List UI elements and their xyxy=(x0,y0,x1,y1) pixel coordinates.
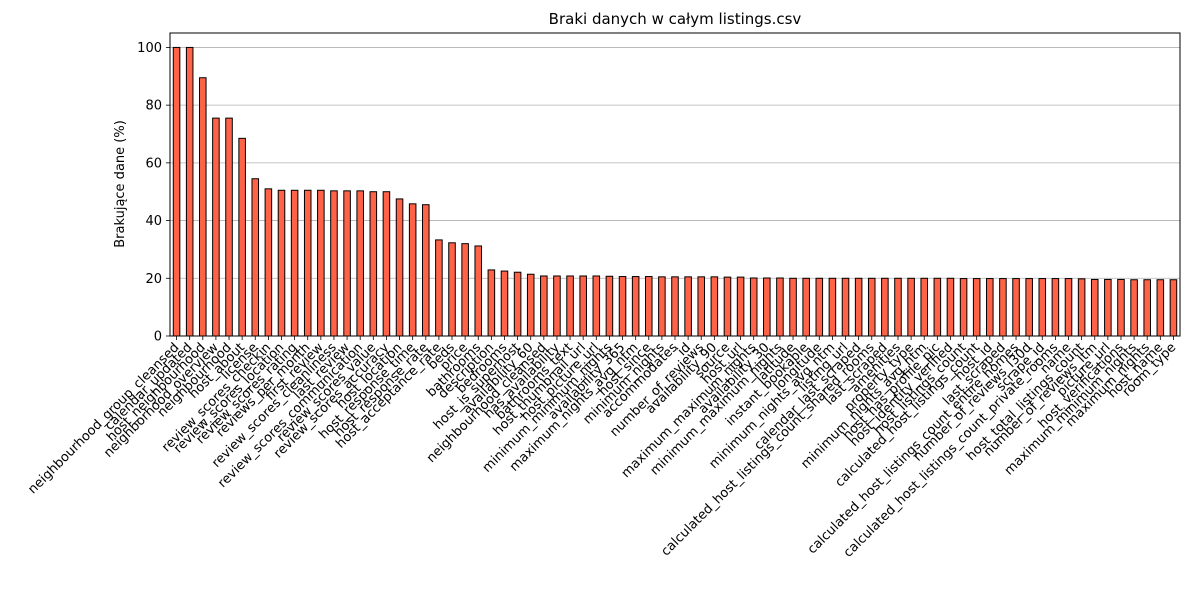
bar xyxy=(579,275,587,337)
bar xyxy=(972,278,981,337)
bar xyxy=(854,277,863,337)
bar xyxy=(946,277,955,337)
bar xyxy=(592,275,601,337)
bar xyxy=(513,271,522,337)
bar xyxy=(566,275,574,337)
bar xyxy=(710,276,719,337)
bar xyxy=(553,275,561,337)
bar xyxy=(356,190,364,337)
bar xyxy=(408,203,417,337)
bar xyxy=(736,276,745,337)
bar xyxy=(867,277,876,337)
bars xyxy=(172,46,1178,337)
bar xyxy=(382,191,391,337)
y-tick-label: 80 xyxy=(145,99,162,114)
bar xyxy=(1156,279,1165,337)
bar xyxy=(631,276,640,337)
bar xyxy=(605,275,614,337)
bar xyxy=(986,278,994,337)
bar xyxy=(894,277,902,337)
bar xyxy=(802,277,810,337)
bar xyxy=(343,190,351,337)
bar xyxy=(277,189,286,337)
y-tick-label: 100 xyxy=(137,41,162,56)
bar xyxy=(1090,278,1099,337)
bar xyxy=(474,245,483,337)
bar xyxy=(697,276,706,337)
bar xyxy=(172,46,181,337)
bar xyxy=(684,276,692,337)
bar xyxy=(422,204,430,337)
bar xyxy=(369,191,378,337)
bar xyxy=(264,188,273,337)
bar xyxy=(317,189,325,337)
bar xyxy=(658,276,666,337)
y-tick-label: 40 xyxy=(145,214,162,229)
bar xyxy=(185,46,194,337)
bar xyxy=(395,198,404,337)
bar xyxy=(644,276,653,337)
bar xyxy=(448,242,456,337)
bar xyxy=(828,277,837,337)
bar xyxy=(841,277,850,337)
y-tick-label: 0 xyxy=(154,330,162,345)
bar xyxy=(671,276,679,337)
bar xyxy=(435,239,443,337)
bar xyxy=(500,270,509,337)
bar xyxy=(303,189,312,337)
bar xyxy=(907,277,915,337)
bar xyxy=(920,277,928,337)
chart-title: Braki danych w całym listings.csv xyxy=(549,10,802,28)
y-axis-label: Brakujące dane (%) xyxy=(113,120,128,248)
bar xyxy=(789,277,797,337)
bar xyxy=(776,277,784,337)
y-tick-labels: 0 20 40 60 80 100 xyxy=(137,41,170,345)
bar xyxy=(763,277,771,337)
bar xyxy=(933,277,942,337)
bar xyxy=(212,117,220,337)
bar xyxy=(225,117,233,337)
bar xyxy=(723,276,732,337)
bar xyxy=(526,273,535,337)
y-tick-label: 60 xyxy=(145,156,162,171)
bar xyxy=(1104,278,1112,337)
bar xyxy=(618,276,627,337)
bar xyxy=(199,77,207,337)
bar xyxy=(1077,278,1086,337)
bar xyxy=(959,278,968,337)
bar xyxy=(330,190,338,337)
bar xyxy=(251,178,260,337)
bar xyxy=(815,277,824,337)
y-tick-label: 20 xyxy=(145,272,162,287)
bar xyxy=(540,275,548,337)
bar xyxy=(238,137,246,337)
bar xyxy=(999,278,1007,337)
bar xyxy=(290,189,299,337)
bar xyxy=(1117,278,1125,337)
bar xyxy=(461,243,469,337)
bar xyxy=(1064,278,1073,337)
bar xyxy=(749,277,758,337)
bar xyxy=(1038,278,1047,337)
x-tick-labels: neighbourhood_group_cleansedcalendar_upd… xyxy=(25,336,1179,561)
bar xyxy=(881,277,889,337)
bar xyxy=(1025,278,1033,337)
bar xyxy=(1051,278,1060,337)
x-tick-label: neighbourhood_group_cleansed xyxy=(25,340,182,497)
bar xyxy=(1012,278,1020,337)
bar xyxy=(1143,279,1151,337)
bar xyxy=(487,269,496,337)
bar xyxy=(1169,279,1178,337)
bar xyxy=(1130,279,1138,337)
